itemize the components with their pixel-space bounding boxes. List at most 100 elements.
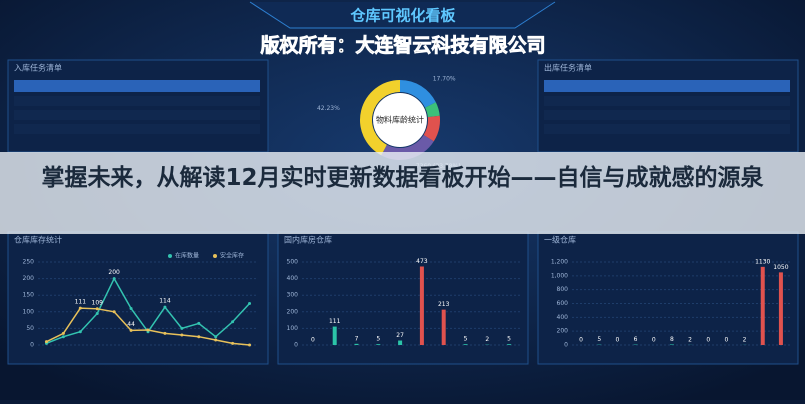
- y-tick-label: 0: [294, 342, 298, 349]
- point: [231, 342, 234, 345]
- headline: 掌握未来，从解读12月实时更新数据看板开始——自信与成就感的源泉: [30, 162, 775, 194]
- data-label: 0: [616, 337, 620, 344]
- bar: [420, 266, 424, 345]
- table-row: [14, 124, 260, 134]
- y-tick-label: 100: [23, 308, 35, 315]
- legend-label: 在库数量: [175, 252, 199, 260]
- data-label: 111: [75, 299, 87, 306]
- bar: [333, 327, 337, 345]
- y-tick-label: 200: [23, 275, 35, 282]
- data-label: 200: [108, 269, 120, 276]
- data-label: 1050: [773, 264, 788, 271]
- data-label: 8: [670, 336, 674, 343]
- data-label: 0: [652, 337, 656, 344]
- point: [113, 277, 116, 280]
- data-label: 5: [376, 336, 380, 343]
- panel-title: 仓库库存统计: [14, 235, 62, 245]
- data-label: 0: [706, 337, 710, 344]
- point: [214, 339, 217, 342]
- data-label: 5: [464, 336, 468, 343]
- data-label: 0: [579, 337, 583, 344]
- data-label: 2: [743, 336, 747, 343]
- y-tick-label: 500: [287, 259, 299, 266]
- data-label: 2: [485, 336, 489, 343]
- data-label: 2: [688, 336, 692, 343]
- y-tick-label: 1,200: [551, 259, 568, 266]
- point: [130, 329, 133, 332]
- point: [163, 306, 166, 309]
- data-label: 5: [507, 336, 511, 343]
- legend-marker: [168, 254, 172, 258]
- point: [180, 327, 183, 330]
- panel-title: 国内库房仓库: [284, 235, 332, 245]
- data-label: 0: [311, 337, 315, 344]
- panel-title: 出库任务清单: [544, 63, 592, 73]
- data-label: 109: [92, 299, 104, 306]
- point: [79, 330, 82, 333]
- table-row: [14, 96, 260, 106]
- table-header: [14, 80, 260, 92]
- point: [163, 332, 166, 335]
- point: [113, 310, 116, 313]
- point: [62, 335, 65, 338]
- y-tick-label: 250: [23, 259, 35, 266]
- point: [96, 307, 99, 310]
- table-row: [544, 124, 790, 134]
- data-label: 7: [355, 335, 359, 342]
- y-tick-label: 150: [23, 292, 35, 299]
- point: [197, 322, 200, 325]
- bar: [670, 344, 674, 345]
- panel-title: 入库任务清单: [14, 63, 62, 73]
- y-tick-label: 200: [287, 308, 299, 315]
- point: [248, 344, 251, 347]
- header-title: 仓库可视化看板: [349, 7, 456, 25]
- data-label: 44: [127, 321, 135, 328]
- bar: [507, 344, 511, 345]
- point: [130, 307, 133, 310]
- y-tick-label: 800: [557, 286, 569, 293]
- point: [248, 302, 251, 305]
- data-label: 213: [438, 301, 450, 308]
- point: [96, 312, 99, 315]
- y-tick-label: 0: [30, 342, 34, 349]
- data-label: 473: [416, 258, 428, 265]
- y-tick-label: 300: [287, 292, 299, 299]
- y-tick-label: 600: [557, 300, 569, 307]
- table-row: [14, 110, 260, 120]
- panel: [278, 232, 528, 364]
- bar: [398, 341, 402, 345]
- point: [62, 332, 65, 335]
- y-tick-label: 400: [557, 314, 569, 321]
- data-label: 111: [329, 318, 341, 325]
- panel: [538, 232, 798, 364]
- data-label: 1130: [755, 258, 770, 265]
- watermark: 版权所有：大连智云科技有限公司: [260, 34, 545, 57]
- data-label: 6: [634, 336, 638, 343]
- legend-label: 安全库存: [220, 252, 244, 260]
- point: [197, 335, 200, 338]
- legend-marker: [213, 254, 217, 258]
- y-tick-label: 200: [557, 328, 569, 335]
- data-label: 5: [597, 336, 601, 343]
- data-label: 17.70%: [433, 76, 456, 83]
- y-tick-label: 1,000: [551, 272, 568, 279]
- table-row: [544, 96, 790, 106]
- data-label: 27: [396, 332, 404, 339]
- data-label: 114: [159, 298, 171, 305]
- data-label: 42.23%: [317, 105, 340, 112]
- panel-title: 一级仓库: [544, 235, 576, 245]
- pie-center-label: 物料库龄统计: [376, 115, 424, 125]
- bar: [355, 344, 359, 345]
- point: [45, 340, 48, 343]
- y-tick-label: 100: [287, 325, 299, 332]
- bar: [442, 310, 446, 345]
- point: [147, 329, 150, 332]
- point: [180, 334, 183, 337]
- bar: [779, 272, 783, 345]
- y-tick-label: 0: [564, 342, 568, 349]
- bar: [761, 267, 765, 345]
- bar: [376, 344, 380, 345]
- point: [79, 307, 82, 310]
- point: [214, 335, 217, 338]
